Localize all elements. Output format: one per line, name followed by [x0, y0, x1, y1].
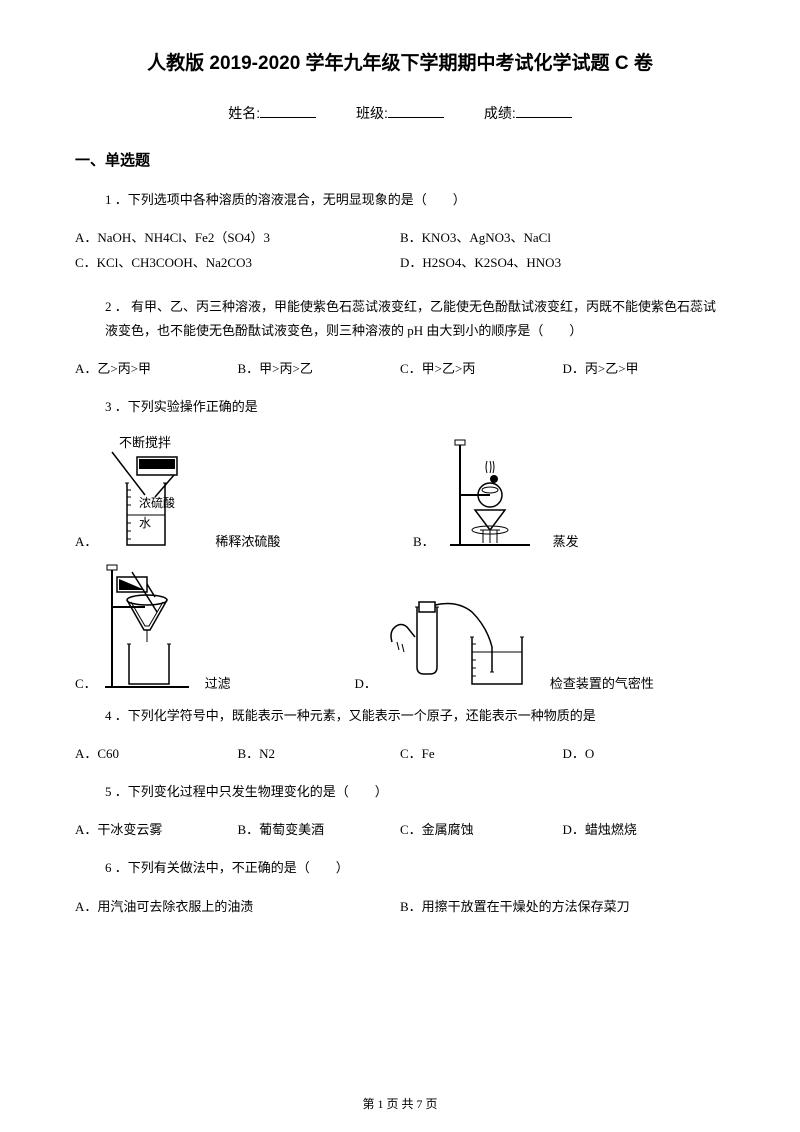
q2-d: D．丙>乙>甲 — [563, 358, 726, 377]
q2-a: A．乙>丙>甲 — [75, 358, 238, 377]
svg-text:浓硫酸: 浓硫酸 — [139, 495, 175, 510]
score-label: 成绩: — [484, 105, 516, 121]
q4-a: A．C60 — [75, 743, 238, 762]
q3-row1: A． 不断搅拌 浓硫酸 水 稀释浓硫酸 — [75, 435, 725, 550]
q4-options: A．C60 B．N2 C．Fe D．O — [75, 743, 725, 762]
q5-c: C．金属腐蚀 — [400, 819, 563, 838]
q1-text: 1 ．下列选项中各种溶质的溶液混合，无明显现象的是（ ） — [75, 188, 725, 211]
q5-b: B．葡萄变美酒 — [238, 819, 401, 838]
name-blank — [260, 117, 316, 118]
class-blank — [388, 117, 444, 118]
student-info: 姓名: 班级: 成绩: — [75, 103, 725, 123]
q2-c: C．甲>乙>丙 — [400, 358, 563, 377]
q1-c: C．KCl、CH3COOH、Na2CO3 — [75, 252, 400, 271]
q5-d: D．蜡烛燃烧 — [563, 819, 726, 838]
q6-text: 6 ．下列有关做法中，不正确的是（ ） — [75, 856, 725, 879]
score-blank — [516, 117, 572, 118]
q3-a-label: A． — [75, 531, 97, 550]
q5-a: A．干冰变云雾 — [75, 819, 238, 838]
q4-d: D．O — [563, 743, 726, 762]
svg-text:不断搅拌: 不断搅拌 — [119, 435, 171, 450]
q5-text: 5 ．下列变化过程中只发生物理变化的是（ ） — [75, 780, 725, 803]
svg-text:水: 水 — [139, 516, 151, 530]
q1-options: A．NaOH、NH4Cl、Fe2（SO4）3 B．KNO3、AgNO3、NaCl… — [75, 227, 725, 277]
q3-a-diagram: 不断搅拌 浓硫酸 水 — [97, 435, 207, 550]
q3-d-text: 检查装置的气密性 — [550, 673, 654, 692]
q2-b: B．甲>丙>乙 — [238, 358, 401, 377]
q1-d: D．H2SO4、K2SO4、HNO3 — [400, 252, 725, 271]
q3-b-label: B． — [413, 531, 435, 550]
q1-b: B．KNO3、AgNO3、NaCl — [400, 227, 725, 246]
q1-a: A．NaOH、NH4Cl、Fe2（SO4）3 — [75, 227, 400, 246]
q4-text: 4 ．下列化学符号中，既能表示一种元素，又能表示一个原子，还能表示一种物质的是 — [75, 704, 725, 727]
q3-a-text: 稀释浓硫酸 — [215, 531, 280, 550]
q3-b-diagram — [435, 435, 545, 550]
page-title: 人教版 2019-2020 学年九年级下学期期中考试化学试题 C 卷 — [75, 48, 725, 75]
section-title: 一、单选题 — [75, 149, 725, 170]
q3-d-label: D． — [355, 673, 377, 692]
class-label: 班级: — [356, 105, 388, 121]
q5-options: A．干冰变云雾 B．葡萄变美酒 C．金属腐蚀 D．蜡烛燃烧 — [75, 819, 725, 838]
q3-c-label: C． — [75, 673, 97, 692]
q3-c-diagram — [97, 562, 197, 692]
q4-b: B．N2 — [238, 743, 401, 762]
name-label: 姓名: — [228, 105, 260, 121]
q4-c: C．Fe — [400, 743, 563, 762]
q3-row2: C． 过滤 D． — [75, 562, 725, 692]
q3-b-text: 蒸发 — [553, 531, 579, 550]
q2-text: 2 ． 有甲、乙、丙三种溶液，甲能使紫色石蕊试液变红，乙能使无色酚酞试液变红，丙… — [75, 295, 725, 342]
q6-options: A．用汽油可去除衣服上的油渍 B．用擦干放置在干燥处的方法保存菜刀 — [75, 896, 725, 921]
page-footer: 第 1 页 共 7 页 — [0, 1095, 800, 1112]
q3-d-diagram — [377, 592, 542, 692]
q3-c-text: 过滤 — [205, 673, 231, 692]
q3-text: 3 ．下列实验操作正确的是 — [75, 395, 725, 418]
q2-options: A．乙>丙>甲 B．甲>丙>乙 C．甲>乙>丙 D．丙>乙>甲 — [75, 358, 725, 377]
q6-a: A．用汽油可去除衣服上的油渍 — [75, 896, 400, 915]
q6-b: B．用擦干放置在干燥处的方法保存菜刀 — [400, 896, 725, 915]
